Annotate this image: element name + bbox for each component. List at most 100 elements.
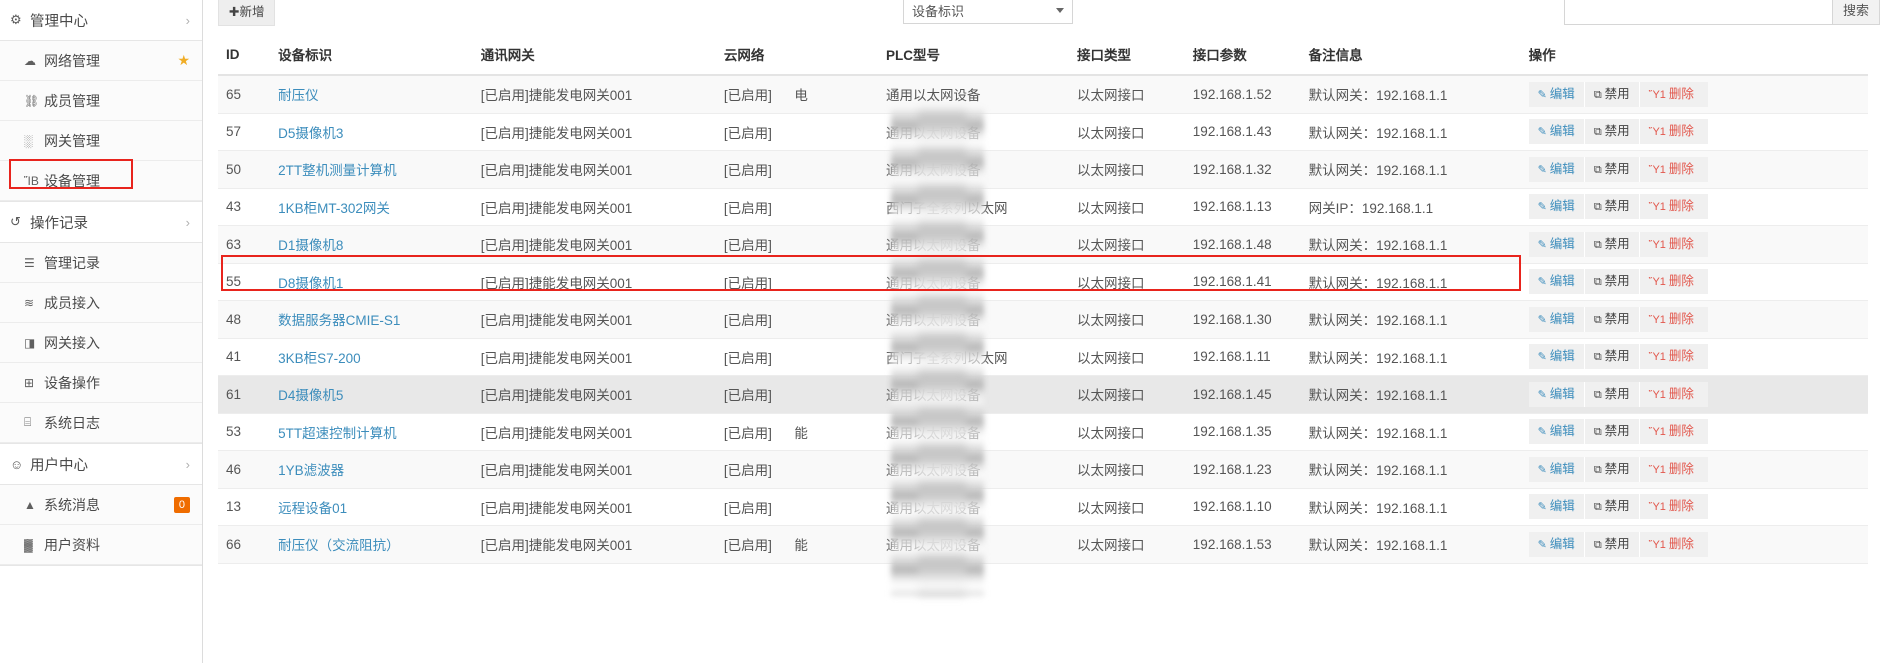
table-row[interactable]: 57 D5摄像机3 [已启用]捷能发电网关001 [已启用] 通用以太网设备 以太网接口 1… xyxy=(218,113,1868,151)
device-name-link[interactable]: D8摄像机1 xyxy=(278,275,344,291)
cell-device-name[interactable]: 数据服务器CMIE-S1 xyxy=(270,300,473,339)
device-name-link[interactable]: 1YB滤波器 xyxy=(278,463,345,479)
sidebar-group-用户中心[interactable]: ☺ 用户中心 › xyxy=(0,444,202,484)
disable-button[interactable]: ⧉ 禁用 xyxy=(1584,306,1640,332)
disable-button[interactable]: ⧉ 禁用 xyxy=(1584,531,1640,557)
disable-button[interactable]: ⧉ 禁用 xyxy=(1584,269,1640,295)
table-row[interactable]: 53 5TT超速控制计算机 [已启用]捷能发电网关001 [已启用] 能通用以太网设备… xyxy=(218,413,1868,451)
edit-button[interactable]: ✎ 编辑 xyxy=(1528,456,1585,482)
cell-device-name[interactable]: 1YB滤波器 xyxy=(270,450,473,489)
sidebar-item-设备操作[interactable]: ⊞ 设备操作 xyxy=(0,363,202,403)
search-input[interactable] xyxy=(1564,0,1832,25)
table-row[interactable]: 55 D8摄像机1 [已启用]捷能发电网关001 [已启用] 通用以太网设备 以太网接口 1… xyxy=(218,263,1868,301)
sidebar-item-系统日志[interactable]: ⌸ 系统日志 xyxy=(0,403,202,443)
table-row[interactable]: 41 3KB柜S7-200 [已启用]捷能发电网关001 [已启用] 西门子全系列以太网… xyxy=(218,338,1868,376)
sidebar-item-网关管理[interactable]: ░ 网关管理 xyxy=(0,121,202,161)
device-name-link[interactable]: 3KB柜S7-200 xyxy=(278,350,361,366)
edit-button[interactable]: ✎ 编辑 xyxy=(1528,494,1585,520)
disable-button[interactable]: ⧉ 禁用 xyxy=(1584,194,1640,220)
edit-button[interactable]: ✎ 编辑 xyxy=(1528,156,1585,182)
device-name-link[interactable]: 远程设备01 xyxy=(278,500,348,516)
edit-button[interactable]: ✎ 编辑 xyxy=(1528,231,1585,257)
edit-button[interactable]: ✎ 编辑 xyxy=(1528,344,1585,370)
sidebar-item-网关接入[interactable]: ◨ 网关接入 xyxy=(0,323,202,363)
delete-button[interactable]: Ὕ1 删除 xyxy=(1639,194,1708,220)
sidebar-group-管理中心[interactable]: ⚙ 管理中心 › xyxy=(0,0,202,40)
cell-device-name[interactable]: 3KB柜S7-200 xyxy=(270,338,473,376)
device-name-link[interactable]: D5摄像机3 xyxy=(278,125,344,141)
edit-button[interactable]: ✎ 编辑 xyxy=(1528,419,1585,445)
sidebar-group-操作记录[interactable]: ↺ 操作记录 › xyxy=(0,202,202,242)
delete-button[interactable]: Ὕ1 删除 xyxy=(1639,306,1708,332)
chevron-right-icon: › xyxy=(185,456,190,472)
table-row[interactable]: 13 远程设备01 [已启用]捷能发电网关001 [已启用] 通用以太网设备 以太网接口 1… xyxy=(218,488,1868,526)
table-row[interactable]: 65 耐压仪 [已启用]捷能发电网关001 [已启用] 电通用以太网设备 以太网接口 19… xyxy=(218,75,1868,114)
edit-button[interactable]: ✎ 编辑 xyxy=(1528,81,1585,107)
disable-button[interactable]: ⧉ 禁用 xyxy=(1584,419,1640,445)
table-row[interactable]: 61 D4摄像机5 [已启用]捷能发电网关001 [已启用] 通用以太网设备 以太网接口 1… xyxy=(218,375,1868,414)
search-button[interactable]: 搜索 xyxy=(1832,0,1880,25)
sidebar-item-管理记录[interactable]: ☰ 管理记录 xyxy=(0,243,202,283)
edit-button[interactable]: ✎ 编辑 xyxy=(1528,194,1585,220)
delete-button[interactable]: Ὕ1 删除 xyxy=(1639,81,1708,107)
sidebar-item-用户资料[interactable]: ▓ 用户资料 xyxy=(0,525,202,565)
filter-select[interactable]: 设备标识 xyxy=(903,0,1073,24)
cell-device-name[interactable]: D8摄像机1 xyxy=(270,263,473,301)
device-name-link[interactable]: D4摄像机5 xyxy=(278,388,344,404)
delete-button[interactable]: Ὕ1 删除 xyxy=(1639,231,1708,257)
delete-button[interactable]: Ὕ1 删除 xyxy=(1639,344,1708,370)
disable-button[interactable]: ⧉ 禁用 xyxy=(1584,81,1640,107)
device-name-link[interactable]: 1KB柜MT-302网关 xyxy=(278,200,390,216)
delete-button[interactable]: Ὕ1 删除 xyxy=(1639,119,1708,145)
add-button[interactable]: ✚新增 xyxy=(218,0,276,26)
cell-device-name[interactable]: 耐压仪（交流阻抗） xyxy=(270,525,473,564)
disable-button[interactable]: ⧉ 禁用 xyxy=(1584,494,1640,520)
cell-device-name[interactable]: 5TT超速控制计算机 xyxy=(270,413,473,451)
table-row[interactable]: 48 数据服务器CMIE-S1 [已启用]捷能发电网关001 [已启用] 通用以太网设备… xyxy=(218,300,1868,339)
cell-device-name[interactable]: 耐压仪 xyxy=(270,75,473,114)
edit-button[interactable]: ✎ 编辑 xyxy=(1528,306,1585,332)
table-row[interactable]: 46 1YB滤波器 [已启用]捷能发电网关001 [已启用] 通用以太网设备 以太网接口 1… xyxy=(218,450,1868,489)
disable-button[interactable]: ⧉ 禁用 xyxy=(1584,119,1640,145)
star-icon[interactable]: ★ xyxy=(177,52,190,68)
cell-device-name[interactable]: 1KB柜MT-302网关 xyxy=(270,188,473,226)
edit-button[interactable]: ✎ 编辑 xyxy=(1528,119,1585,145)
delete-button[interactable]: Ὕ1 删除 xyxy=(1639,456,1708,482)
cell-device-name[interactable]: D5摄像机3 xyxy=(270,113,473,151)
edit-button[interactable]: ✎ 编辑 xyxy=(1528,531,1585,557)
sidebar-item-成员管理[interactable]: ⛓ 成员管理 xyxy=(0,81,202,121)
delete-button[interactable]: Ὕ1 删除 xyxy=(1639,269,1708,295)
delete-button[interactable]: Ὕ1 删除 xyxy=(1639,381,1708,407)
table-row[interactable]: 50 2TT整机测量计算机 [已启用]捷能发电网关001 [已启用] 通用以太网设备 以太… xyxy=(218,150,1868,189)
table-row[interactable]: 63 D1摄像机8 [已启用]捷能发电网关001 [已启用] 通用以太网设备 以太网接口 1… xyxy=(218,225,1868,264)
device-name-link[interactable]: 5TT超速控制计算机 xyxy=(278,425,397,441)
disable-button[interactable]: ⧉ 禁用 xyxy=(1584,156,1640,182)
cell-device-name[interactable]: D4摄像机5 xyxy=(270,375,473,414)
disable-button[interactable]: ⧉ 禁用 xyxy=(1584,344,1640,370)
sidebar-item-设备管理[interactable]: ἽB 设备管理 xyxy=(0,161,202,201)
device-name-link[interactable]: 2TT整机测量计算机 xyxy=(278,163,397,179)
delete-button[interactable]: Ὕ1 删除 xyxy=(1639,494,1708,520)
disable-button[interactable]: ⧉ 禁用 xyxy=(1584,456,1640,482)
device-name-link[interactable]: 耐压仪（交流阻抗） xyxy=(278,538,400,554)
sidebar-item-网络管理[interactable]: ☁ 网络管理 ★ xyxy=(0,41,202,81)
device-name-link[interactable]: 数据服务器CMIE-S1 xyxy=(278,313,401,329)
filter-select-value: 设备标识 xyxy=(912,3,965,19)
table-row[interactable]: 66 耐压仪（交流阻抗） [已启用]捷能发电网关001 [已启用] 能通用以太网设备以… xyxy=(218,525,1868,564)
device-name-link[interactable]: D1摄像机8 xyxy=(278,238,344,254)
delete-button[interactable]: Ὕ1 删除 xyxy=(1639,419,1708,445)
sidebar-item-成员接入[interactable]: ≋ 成员接入 xyxy=(0,283,202,323)
delete-button[interactable]: Ὕ1 删除 xyxy=(1639,531,1708,557)
cell-device-name[interactable]: D1摄像机8 xyxy=(270,225,473,264)
edit-button[interactable]: ✎ 编辑 xyxy=(1528,381,1585,407)
table-row[interactable]: 43 1KB柜MT-302网关 [已启用]捷能发电网关001 [已启用] 西门子全系列以… xyxy=(218,188,1868,226)
delete-button-label: 删除 xyxy=(1668,499,1694,514)
disable-button[interactable]: ⧉ 禁用 xyxy=(1584,381,1640,407)
disable-button[interactable]: ⧉ 禁用 xyxy=(1584,231,1640,257)
edit-button[interactable]: ✎ 编辑 xyxy=(1528,269,1585,295)
cell-device-name[interactable]: 远程设备01 xyxy=(270,488,473,526)
cell-device-name[interactable]: 2TT整机测量计算机 xyxy=(270,150,473,189)
device-name-link[interactable]: 耐压仪 xyxy=(278,88,319,104)
sidebar-item-系统消息[interactable]: ▲ 系统消息 0 xyxy=(0,485,202,525)
delete-button[interactable]: Ὕ1 删除 xyxy=(1639,156,1708,182)
